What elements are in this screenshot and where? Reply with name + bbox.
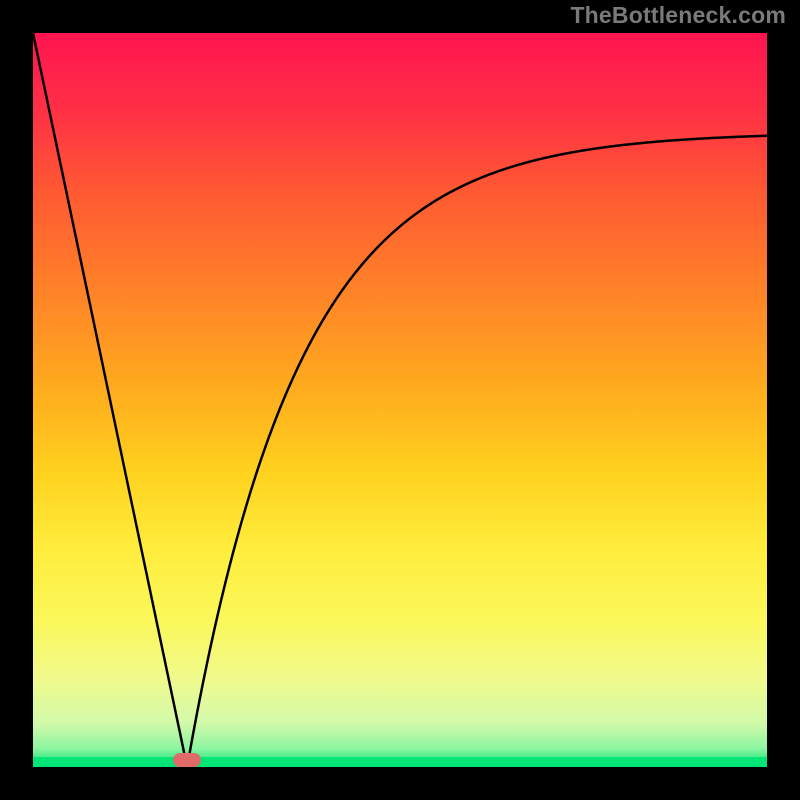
curve-layer xyxy=(33,33,767,767)
optimal-point-marker xyxy=(173,753,201,767)
chart-root: { "watermark": { "text": "TheBottleneck.… xyxy=(0,0,800,800)
bottleneck-curve xyxy=(33,33,767,762)
watermark-text: TheBottleneck.com xyxy=(570,2,786,29)
plot-area xyxy=(33,33,767,767)
